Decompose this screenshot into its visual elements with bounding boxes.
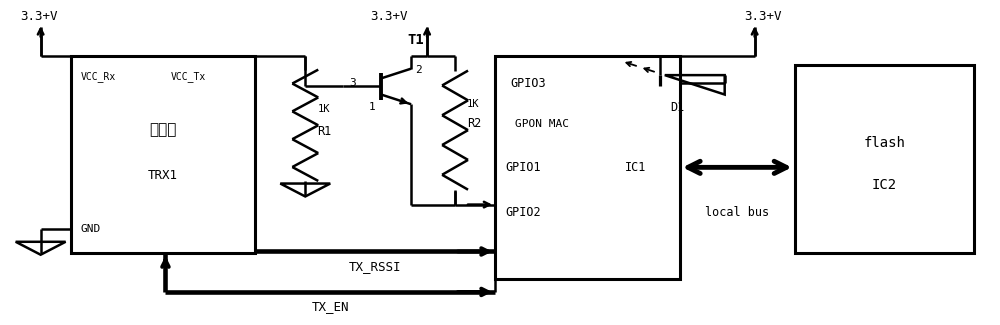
Text: VCC_Tx: VCC_Tx [170, 71, 206, 82]
Text: TRX1: TRX1 [148, 169, 178, 182]
Text: 光模块: 光模块 [149, 123, 177, 138]
Text: GPIO3: GPIO3 [510, 77, 546, 90]
Text: 3.3+V: 3.3+V [370, 10, 408, 23]
Text: R1: R1 [317, 125, 332, 138]
Text: TX_EN: TX_EN [311, 300, 349, 313]
Text: IC1: IC1 [625, 161, 646, 174]
Text: D1: D1 [670, 101, 684, 114]
Text: 1: 1 [369, 101, 376, 111]
Text: T1: T1 [407, 32, 424, 46]
Text: GPIO1: GPIO1 [505, 161, 541, 174]
Text: 1K: 1K [467, 99, 480, 109]
Text: GPIO2: GPIO2 [505, 206, 541, 219]
Text: VCC_Rx: VCC_Rx [81, 71, 116, 82]
Text: 2: 2 [415, 65, 422, 75]
Text: TX_RSSI: TX_RSSI [349, 260, 401, 273]
Text: 3: 3 [349, 78, 356, 88]
Text: 3.3+V: 3.3+V [745, 10, 782, 23]
Text: GPON MAC: GPON MAC [515, 119, 569, 129]
Text: R2: R2 [467, 117, 481, 130]
Text: 1K: 1K [317, 104, 330, 114]
Text: GND: GND [81, 224, 101, 234]
Text: local bus: local bus [705, 206, 769, 219]
Text: 3.3+V: 3.3+V [21, 10, 58, 23]
Text: IC2: IC2 [872, 178, 897, 192]
Text: flash: flash [864, 136, 905, 150]
